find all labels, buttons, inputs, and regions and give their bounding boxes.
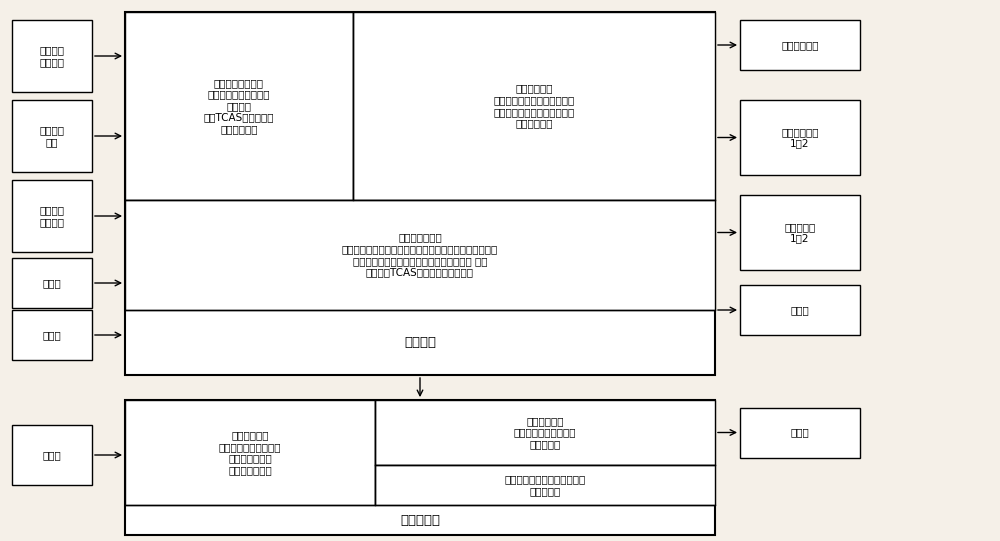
- Bar: [125, 400, 715, 535]
- Text: 发射机: 发射机: [791, 427, 809, 438]
- Bar: [12, 180, 92, 252]
- Bar: [12, 425, 92, 485]
- Text: 天线选择控制（选择顶部还是
底部天线）: 天线选择控制（选择顶部还是 底部天线）: [504, 474, 586, 496]
- Text: 控制盒: 控制盒: [43, 330, 61, 340]
- Text: 主处理器: 主处理器: [404, 336, 436, 349]
- Text: 离散控制
信号接口: 离散控制 信号接口: [40, 205, 64, 227]
- Bar: [125, 12, 715, 375]
- Text: 接收机: 接收机: [43, 450, 61, 460]
- Text: 系统状态数据采集
（包括高度数据、控制
线信号）
（原TCAS和应答机需
要采集数据）: 系统状态数据采集 （包括高度数据、控制 线信号） （原TCAS和应答机需 要采集…: [204, 78, 274, 134]
- Bar: [12, 100, 92, 172]
- Text: 气压高度表
1，2: 气压高度表 1，2: [784, 222, 816, 243]
- Text: 报文处理器: 报文处理器: [400, 513, 440, 526]
- Bar: [353, 12, 715, 200]
- Text: 耳机或扬声器: 耳机或扬声器: [781, 40, 819, 50]
- Bar: [740, 100, 860, 175]
- Text: 显示器: 显示器: [43, 278, 61, 288]
- Bar: [740, 285, 860, 335]
- Bar: [375, 465, 715, 505]
- Text: 故障诊断
设备接口: 故障诊断 设备接口: [40, 45, 64, 67]
- Bar: [740, 195, 860, 270]
- Text: 无线电高度表
1，2: 无线电高度表 1，2: [781, 127, 819, 148]
- Bar: [12, 310, 92, 360]
- Text: 实时数据处理
（包括，接收数据再处理，模
型解算，告警信息产生，询问
信号产生。）: 实时数据处理 （包括，接收数据再处理，模 型解算，告警信息产生，询问 信号产生。…: [493, 84, 575, 128]
- Bar: [125, 400, 375, 505]
- Bar: [740, 407, 860, 458]
- Bar: [12, 20, 92, 92]
- Text: 发射数据处理
（产生各种询问信号，
应答信号）: 发射数据处理 （产生各种询问信号， 应答信号）: [514, 416, 576, 449]
- Bar: [740, 20, 860, 70]
- Text: 接收数据处理
（包括询问信息提取，
询问类型识别，
应答信息提取）: 接收数据处理 （包括询问信息提取， 询问类型识别， 应答信息提取）: [219, 430, 281, 475]
- Text: 设备配置（包括
显示器配置，飞行高度限制配置，航向信息输入源配置，
高度信息输入源配置，无线电高度类型配置 等）
（包括原TCAS和应答机设备配置）: 设备配置（包括 显示器配置，飞行高度限制配置，航向信息输入源配置， 高度信息输入…: [342, 233, 498, 278]
- Text: 同步器: 同步器: [791, 305, 809, 315]
- Bar: [12, 258, 92, 308]
- Bar: [375, 400, 715, 465]
- Text: 监测信号
接口: 监测信号 接口: [40, 125, 64, 147]
- Bar: [125, 200, 715, 310]
- Bar: [125, 12, 353, 200]
